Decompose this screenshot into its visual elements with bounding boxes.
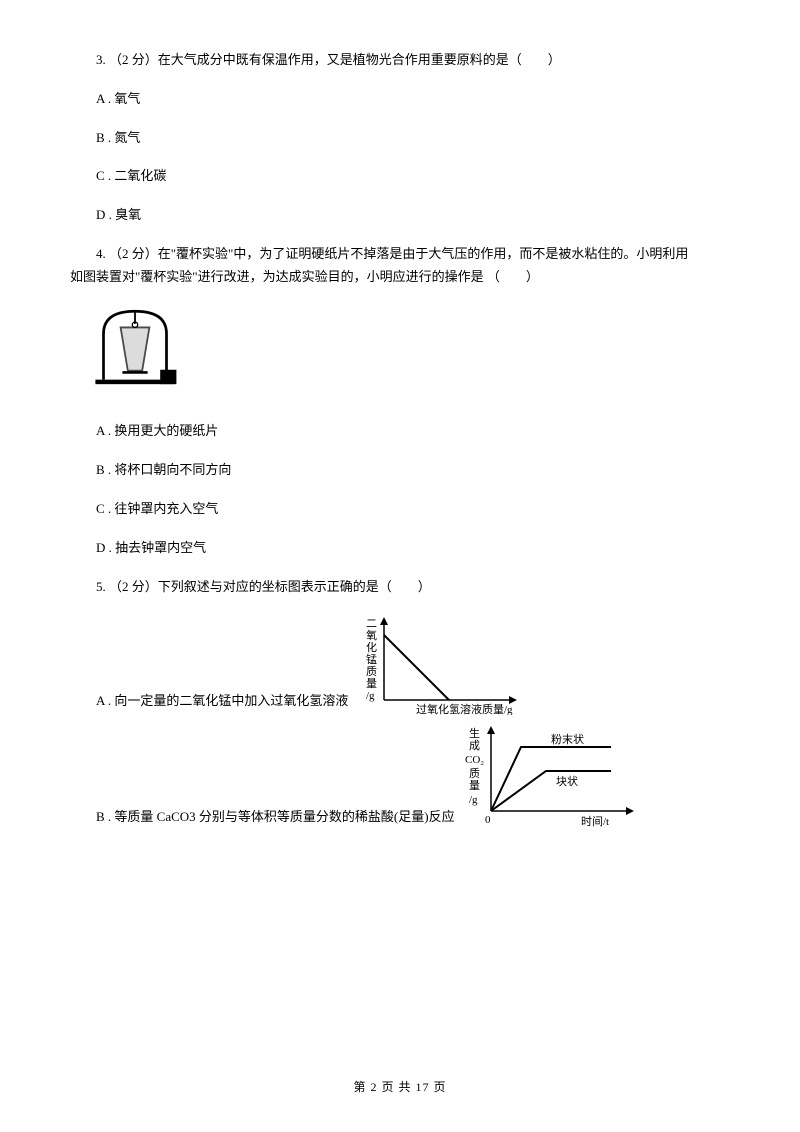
svg-text:粉末状: 粉末状: [551, 732, 584, 746]
q4-option-b: B . 将杯口朝向不同方向: [70, 460, 730, 481]
q4-option-c: C . 往钟罩内充入空气: [70, 499, 730, 520]
svg-text:过氧化氢溶液质量/g: 过氧化氢溶液质量/g: [416, 702, 513, 715]
q5-option-b-row: B . 等质量 CaCO3 分别与等体积等质量分数的稀盐酸(足量)反应 生 成 …: [70, 721, 730, 831]
svg-text:锰: 锰: [366, 652, 377, 666]
bell-jar-icon: [90, 302, 180, 397]
svg-text:量: 量: [366, 677, 377, 690]
page-footer: 第 2 页 共 17 页: [0, 1078, 800, 1097]
q5-option-a: A . 向一定量的二氧化锰中加入过氧化氢溶液: [70, 691, 348, 716]
q4-option-a: A . 换用更大的硬纸片: [70, 421, 730, 442]
q5-stem: 5. （2 分）下列叙述与对应的坐标图表示正确的是（ ）: [70, 577, 730, 598]
svg-text:块状: 块状: [556, 774, 578, 788]
svg-text:/g: /g: [469, 794, 478, 806]
svg-text:/g: /g: [366, 690, 375, 702]
svg-text:时间/t: 时间/t: [581, 815, 609, 828]
q4-stem-line1: 4. （2 分）在"覆杯实验"中，为了证明硬纸片不掉落是由于大气压的作用，而不是…: [70, 244, 730, 265]
q5-chart-a: 二 氧 化 锰 质 量 /g 过氧化氢溶液质量/g: [354, 615, 524, 715]
svg-text:化: 化: [366, 640, 377, 654]
q3-option-a: A . 氧气: [70, 89, 730, 110]
q5-chart-b: 生 成 CO₂ 质 量 /g 0 粉末状 块状 时间/t: [461, 721, 646, 831]
q3-option-d: D . 臭氧: [70, 205, 730, 226]
svg-text:0: 0: [485, 814, 491, 826]
svg-text:量: 量: [469, 779, 480, 792]
svg-text:质: 质: [366, 665, 377, 678]
q3-stem: 3. （2 分）在大气成分中既有保温作用，又是植物光合作用重要原料的是（ ）: [70, 50, 730, 71]
q4-diagram: [70, 302, 730, 404]
svg-text:CO₂: CO₂: [465, 754, 484, 766]
q3-option-b: B . 氮气: [70, 128, 730, 149]
q3-option-c: C . 二氧化碳: [70, 166, 730, 187]
svg-text:成: 成: [469, 739, 480, 752]
q4-option-d: D . 抽去钟罩内空气: [70, 538, 730, 559]
svg-text:氧: 氧: [366, 628, 377, 642]
svg-text:质: 质: [469, 767, 480, 780]
q5-option-a-row: A . 向一定量的二氧化锰中加入过氧化氢溶液 二 氧 化 锰 质 量 /g 过氧…: [70, 615, 730, 715]
svg-text:二: 二: [366, 618, 377, 630]
q5-option-b: B . 等质量 CaCO3 分别与等体积等质量分数的稀盐酸(足量)反应: [70, 807, 455, 832]
q4-stem-line2: 如图装置对"覆杯实验"进行改进，为达成实验目的，小明应进行的操作是 （ ）: [70, 267, 730, 288]
svg-text:生: 生: [469, 726, 480, 740]
